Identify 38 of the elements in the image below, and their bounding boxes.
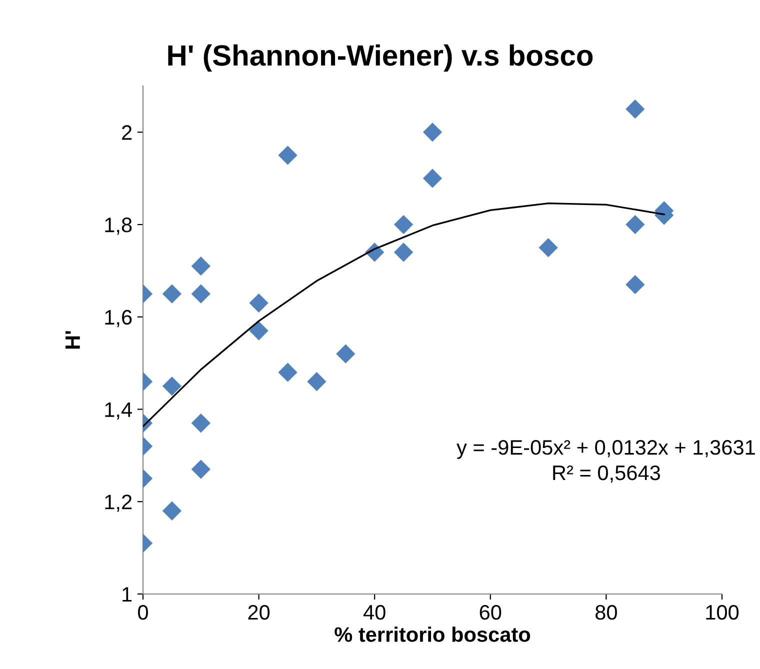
x-tick-label: 40 xyxy=(363,604,386,620)
chart-title: H' (Shannon-Wiener) v.s bosco xyxy=(168,44,593,72)
annotation: y = -9E-05x² + 0,0132x + 1,3631 xyxy=(456,440,755,459)
point xyxy=(626,275,645,294)
point xyxy=(626,214,645,234)
point xyxy=(191,460,210,479)
point xyxy=(538,238,558,258)
point xyxy=(626,100,645,119)
point xyxy=(191,414,210,433)
point xyxy=(394,242,414,262)
y-axis-title: H' xyxy=(66,331,80,349)
point xyxy=(278,362,298,382)
x-tick-label: 100 xyxy=(706,604,739,620)
y-tick-label: 1 xyxy=(122,587,132,602)
point xyxy=(162,376,182,396)
y-tick-label: 1,8 xyxy=(105,218,132,235)
point xyxy=(191,284,210,304)
point xyxy=(422,122,442,142)
x-axis-title: % territorio boscato xyxy=(334,626,530,642)
point xyxy=(162,284,182,304)
point xyxy=(394,214,414,234)
point xyxy=(307,372,326,392)
y-tick-label: 1,2 xyxy=(105,494,132,512)
point xyxy=(336,344,356,364)
x-tick-label: 60 xyxy=(480,604,502,620)
point xyxy=(278,146,298,165)
y-tick-label: 1,4 xyxy=(105,402,132,420)
point xyxy=(422,168,442,188)
point xyxy=(249,293,268,313)
x-tick-label: 0 xyxy=(138,604,148,620)
annotation: R² = 0,5643 xyxy=(553,465,660,483)
x-tick-label: 80 xyxy=(596,604,617,620)
point xyxy=(249,321,268,340)
x-tick-label: 20 xyxy=(248,604,270,620)
point xyxy=(191,256,210,276)
y-tick-label: 2 xyxy=(122,125,132,140)
y-tick-label: 1,6 xyxy=(105,310,132,328)
point xyxy=(162,501,182,520)
